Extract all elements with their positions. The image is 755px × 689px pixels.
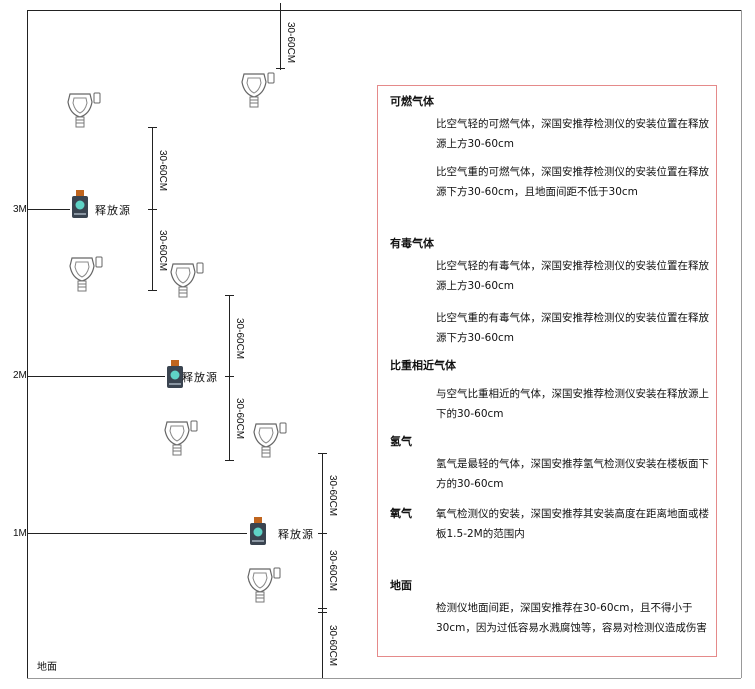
dimension-label: 30-60CM (234, 318, 245, 360)
release-source-label: 释放源 (278, 528, 314, 541)
dimension-line (280, 3, 281, 70)
dimension-label: 30-60CM (157, 230, 168, 272)
combustible-heavy-text: 比空气重的可燃气体，深国安推荐检测仪的安装位置在释放源下方30-60cm，且地面… (436, 166, 709, 198)
dimension-label: 30-60CM (327, 475, 338, 517)
section-title-toxic: 有毒气体 (390, 237, 434, 250)
dimension-label: 30-60CM (327, 550, 338, 592)
installation-guidelines-panel: 可燃气体 比空气轻的可燃气体，深国安推荐检测仪的安装位置在释放源上方30-60c… (377, 85, 717, 657)
floor-line (27, 678, 741, 679)
gas-detector-icon (67, 92, 101, 128)
gas-detector-icon (164, 420, 198, 456)
level-3m-line (27, 209, 70, 210)
dimension-label: 30-60CM (285, 22, 296, 64)
right-border (741, 10, 742, 678)
toxic-light-text: 比空气轻的有毒气体，深国安推荐检测仪的安装位置在释放源上方30-60cm (436, 260, 709, 292)
dimension-line (229, 295, 230, 461)
release-source-label: 释放源 (182, 371, 218, 384)
gas-detector-icon (170, 262, 204, 298)
level-2m: 2M (13, 370, 27, 381)
level-2m-line (27, 376, 165, 377)
level-3m: 3M (13, 204, 27, 215)
hydrogen-text: 氢气是最轻的气体，深国安推荐氢气检测仪安装在楼板面下方的30-60cm (436, 458, 709, 490)
ceiling-line (27, 10, 741, 11)
gas-detector-icon (247, 567, 281, 603)
oxygen-text: 氧气检测仪的安装，深国安推荐其安装高度在距离地面或楼板1.5-2M的范围内 (436, 508, 709, 540)
gas-detector-icon (253, 422, 287, 458)
section-title-combustible: 可燃气体 (390, 95, 434, 108)
dimension-label: 30-60CM (234, 398, 245, 440)
ground-label: 地面 (37, 662, 57, 673)
level-1m-line (27, 533, 247, 534)
release-source-label: 释放源 (95, 204, 131, 217)
release-source-icon (72, 190, 88, 218)
gas-detector-icon (69, 256, 103, 292)
gas-detector-icon (241, 72, 275, 108)
section-title-ground: 地面 (390, 579, 412, 592)
toxic-heavy-text: 比空气重的有毒气体，深国安推荐检测仪的安装位置在释放源下方30-60cm (436, 312, 709, 344)
similar-text: 与空气比重相近的气体，深国安推荐检测仪安装在释放源上下的30-60cm (436, 388, 709, 420)
release-source-icon (250, 517, 266, 545)
section-title-similar: 比重相近气体 (390, 359, 456, 372)
release-source-icon (167, 360, 183, 388)
ground-text: 检测仪地面间距，深国安推荐在30-60cm，且不得小于30cm，因为过低容易水溅… (436, 602, 707, 634)
dimension-label: 30-60CM (327, 625, 338, 667)
section-title-oxygen: 氧气 (390, 507, 412, 520)
wall-line (27, 10, 28, 678)
level-1m: 1M (13, 528, 27, 539)
combustible-light-text: 比空气轻的可燃气体，深国安推荐检测仪的安装位置在释放源上方30-60cm (436, 118, 709, 150)
dimension-line (322, 453, 323, 678)
dimension-label: 30-60CM (157, 150, 168, 192)
section-title-hydrogen: 氢气 (390, 435, 412, 448)
